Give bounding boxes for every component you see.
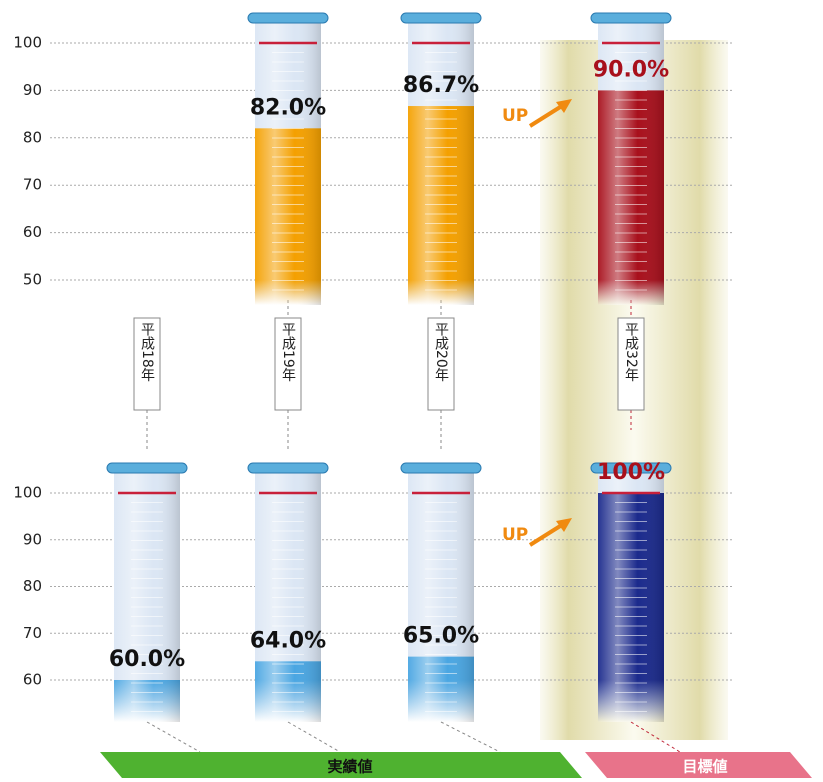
y-tick-label: 70: [23, 176, 42, 194]
tube-cap: [401, 13, 481, 23]
category-label: 平成19年: [280, 322, 296, 382]
tube-cap: [248, 463, 328, 473]
annotation: UP: [502, 106, 528, 126]
tube-highlight: [598, 473, 664, 722]
value-label: 100%: [597, 460, 665, 485]
y-tick-label: 60: [23, 671, 42, 689]
tube-cap: [591, 13, 671, 23]
y-tick-label: 60: [23, 223, 42, 241]
y-tick-label: 100: [13, 34, 42, 52]
tube-highlight: [408, 473, 474, 722]
y-tick-label: 90: [23, 530, 42, 548]
y-tick-label: 100: [13, 484, 42, 502]
tube-highlight: [408, 23, 474, 305]
category-label: 平成20年: [433, 322, 449, 382]
tube-cap: [248, 13, 328, 23]
value-label: 86.7%: [403, 73, 479, 98]
infographic: 実績値 目標値 50 60 70 80 90 100 82.0% 86.7% 90.0% 平成18…: [0, 0, 823, 778]
tube-highlight: [255, 23, 321, 305]
value-label: 65.0%: [403, 624, 479, 649]
value-label: 64.0%: [250, 628, 326, 653]
tube-highlight: [114, 473, 180, 722]
value-label: 82.0%: [250, 95, 326, 120]
footer-label: 目標値: [682, 758, 727, 776]
value-label: 60.0%: [109, 647, 185, 672]
footer-label: 実績値: [327, 758, 372, 776]
tube-cap: [107, 463, 187, 473]
y-tick-label: 80: [23, 128, 42, 146]
y-tick-label: 50: [23, 271, 42, 289]
tube-highlight: [255, 473, 321, 722]
y-tick-label: 80: [23, 577, 42, 595]
annotation: UP: [502, 525, 528, 545]
category-label: 平成32年: [623, 322, 639, 382]
y-tick-label: 90: [23, 81, 42, 99]
category-label: 平成18年: [139, 322, 155, 382]
y-tick-label: 70: [23, 624, 42, 642]
value-label: 90.0%: [593, 57, 669, 82]
tube-cap: [401, 463, 481, 473]
